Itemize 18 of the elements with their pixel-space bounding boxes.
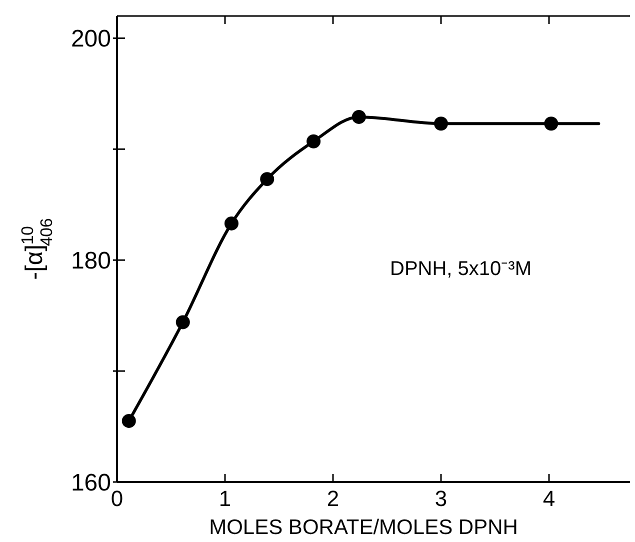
point	[352, 110, 366, 124]
point	[176, 315, 190, 330]
point	[260, 172, 274, 186]
point	[122, 414, 136, 428]
annotation: DPNH, 5x10⁻³M	[390, 258, 532, 280]
x-tick-label: 0	[110, 486, 124, 511]
point	[434, 116, 448, 131]
x-tick-label: 3	[434, 486, 448, 511]
y-tick-label: 200	[70, 26, 111, 53]
point	[544, 116, 558, 131]
x-tick-label: 4	[542, 486, 556, 511]
x-tick-label: 1	[218, 486, 232, 511]
x-tick-label: 2	[326, 486, 340, 511]
point	[224, 216, 238, 230]
y-tick-label: 180	[70, 247, 111, 274]
y-tick-label: 160	[70, 469, 111, 496]
x-axis-title: MOLES BORATE/MOLES DPNH	[209, 516, 518, 539]
point	[306, 134, 321, 148]
